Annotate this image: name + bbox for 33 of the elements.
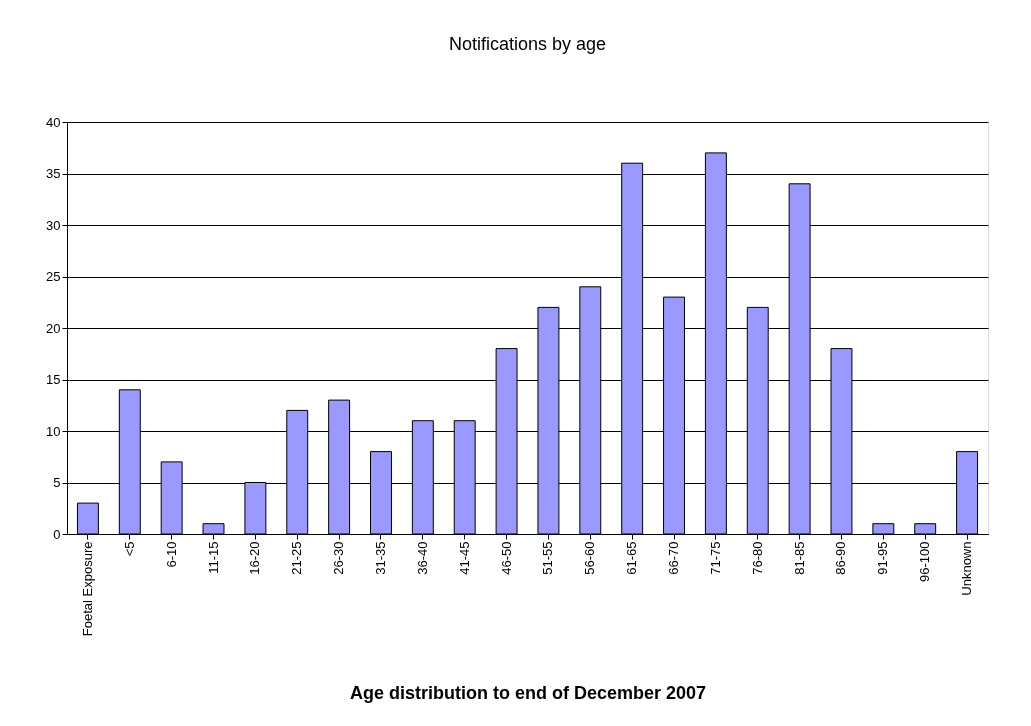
x-tick-label: 21-25 <box>289 541 305 575</box>
x-tick-label: 96-100 <box>917 541 933 582</box>
x-tick-label: 56-60 <box>582 541 598 575</box>
x-tick-label: 46-50 <box>498 541 514 575</box>
y-tick-label: 0 <box>53 526 61 542</box>
x-tick-label: <5 <box>121 541 137 557</box>
x-tick-label: 31-35 <box>372 541 388 575</box>
x-tick-label: 76-80 <box>749 541 765 575</box>
y-tick-label: 25 <box>46 269 61 284</box>
y-tick-label: 30 <box>46 217 61 233</box>
y-tick-label: 20 <box>46 320 61 336</box>
x-tick-label: 81-85 <box>791 541 807 575</box>
x-tick-label: 6-10 <box>163 541 179 568</box>
y-tick-label: 35 <box>46 166 61 181</box>
y-tick-label: 40 <box>46 114 61 130</box>
x-tick-label: 41-45 <box>456 541 472 575</box>
x-tick-label: 66-70 <box>666 541 682 575</box>
x-tick-label: 91-95 <box>875 541 891 575</box>
y-tick-label: 5 <box>53 475 61 490</box>
x-tick-label: Foetal Exposure <box>79 541 95 637</box>
x-tick-label: 11-15 <box>205 541 221 574</box>
x-tick-label: 86-90 <box>833 541 849 575</box>
x-tick-label: Unknown <box>959 541 975 596</box>
x-tick-label: 61-65 <box>624 541 640 575</box>
y-tick-label: 15 <box>46 372 61 387</box>
x-tick-label: 36-40 <box>414 541 430 575</box>
x-tick-label: 51-55 <box>540 541 556 575</box>
x-tick-label: 26-30 <box>331 541 347 575</box>
x-axis-title: Age distribution to end of December 2007 <box>349 682 707 703</box>
x-tick-label: 71-75 <box>707 541 723 575</box>
chart-title: Notifications by age <box>448 34 607 54</box>
y-tick-label: 10 <box>46 423 61 439</box>
x-tick-label: 16-20 <box>247 541 263 575</box>
